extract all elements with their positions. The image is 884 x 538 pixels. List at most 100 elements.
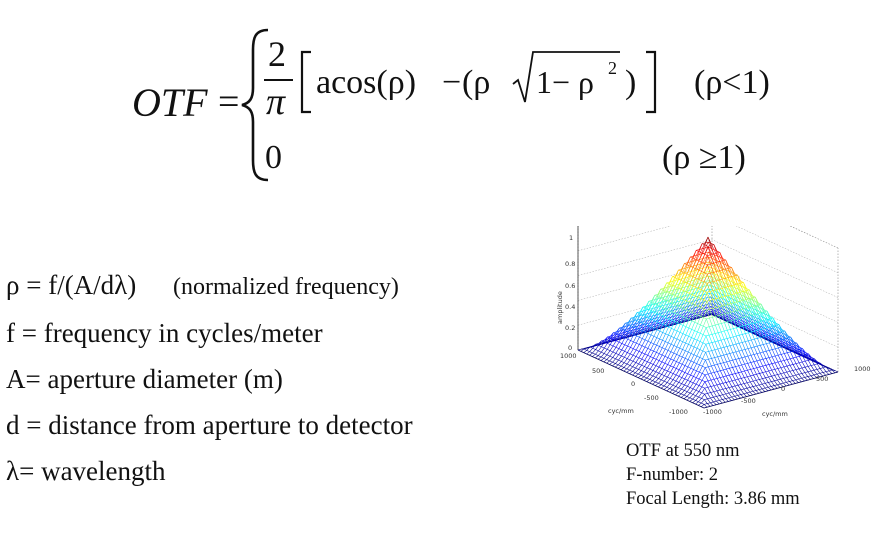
surface-mesh-line [760, 311, 765, 314]
surface-mesh-line [713, 310, 718, 315]
surface-mesh-line [674, 296, 679, 305]
surface-mesh-line [772, 341, 776, 349]
surface-mesh-line [724, 309, 729, 312]
surface-mesh-line [632, 366, 636, 369]
surface-mesh-line [781, 346, 785, 348]
surface-mesh-line [685, 358, 689, 360]
surface-mesh-line [789, 358, 794, 365]
surface-mesh-line [727, 294, 732, 296]
surface-mesh-line [706, 326, 710, 328]
surface-mesh-line [691, 288, 695, 290]
surface-mesh-line [774, 375, 778, 381]
surface-mesh-line [669, 388, 673, 391]
surface-mesh-line [702, 327, 707, 335]
surface-mesh-line [751, 314, 755, 316]
surface-mesh-line [708, 351, 712, 359]
surface-mesh-line [678, 395, 682, 398]
surface-mesh-line [726, 345, 731, 347]
surface-mesh-line [710, 299, 714, 302]
surface-mesh-line [726, 292, 730, 295]
surface-mesh-line [663, 287, 668, 293]
surface-mesh-line [710, 263, 714, 273]
surface-mesh-line [720, 347, 724, 349]
surface-mesh-line [664, 375, 668, 378]
surface-mesh-line [769, 318, 774, 327]
surface-mesh-line [723, 282, 728, 289]
surface-mesh-line [710, 405, 714, 407]
surface-mesh-line [698, 280, 702, 289]
surface-mesh-line [819, 368, 824, 373]
surface-mesh-line [777, 374, 781, 380]
surface-mesh-line [772, 348, 776, 350]
surface-mesh-line [663, 387, 668, 390]
surface-mesh-line [655, 317, 660, 322]
surface-mesh-line [666, 284, 670, 292]
surface-mesh-line [612, 357, 616, 360]
surface-mesh-line [763, 350, 767, 353]
surface-mesh-line [768, 357, 773, 364]
surface-mesh-line [725, 397, 729, 399]
surface-mesh-line [697, 339, 701, 342]
surface-mesh-line [775, 347, 779, 350]
surface-mesh-line [583, 347, 588, 350]
surface-mesh-line [650, 357, 654, 364]
surface-mesh-line [609, 355, 613, 358]
surface-mesh-line [721, 289, 725, 296]
surface-mesh-line [713, 401, 717, 405]
surface-mesh-line [741, 303, 745, 309]
surface-mesh-line [708, 359, 712, 367]
surface-mesh-line [761, 312, 765, 319]
surface-mesh-line [660, 292, 665, 299]
surface-mesh-line [643, 309, 647, 315]
surface-mesh-line [716, 383, 721, 386]
surface-mesh-line [675, 386, 679, 389]
surface-mesh-line [712, 324, 716, 327]
surface-mesh-line [741, 378, 745, 384]
surface-mesh-line [709, 275, 713, 282]
surface-mesh-line [746, 289, 750, 291]
surface-mesh-line [716, 395, 720, 397]
surface-mesh-line [670, 351, 674, 354]
surface-mesh-line [640, 318, 644, 323]
surface-mesh-line [657, 293, 662, 299]
surface-mesh-line [701, 304, 705, 307]
surface-mesh-line [648, 309, 652, 312]
surface-mesh-line [694, 338, 698, 341]
surface-mesh-line [692, 315, 697, 317]
surface-mesh-line [732, 344, 737, 352]
surface-mesh-line [707, 392, 711, 394]
surface-mesh-line [661, 379, 665, 382]
surface-mesh-line [687, 271, 691, 273]
surface-mesh-line [663, 307, 667, 310]
surface-mesh-line [681, 277, 685, 280]
surface-mesh-line [728, 285, 732, 287]
surface-mesh-line [712, 290, 717, 299]
surface-mesh-line [693, 265, 697, 271]
surface-mesh-line [699, 350, 704, 358]
surface-mesh-line [816, 373, 820, 378]
surface-mesh-line [609, 361, 613, 365]
surface-mesh-line [739, 325, 743, 328]
surface-mesh-line [739, 342, 743, 344]
surface-mesh-line [655, 383, 659, 386]
surface-mesh-line [756, 366, 760, 369]
surface-mesh-line [676, 288, 680, 294]
surface-mesh-line [710, 391, 714, 393]
surface-mesh-line [632, 349, 637, 356]
x-tick: -1000 [669, 408, 688, 416]
surface-mesh-line [708, 342, 712, 344]
surface-mesh-line [607, 335, 611, 338]
surface-mesh-line [736, 334, 740, 337]
surface-mesh-line [675, 374, 680, 377]
surface-mesh-line [616, 330, 620, 333]
surface-mesh-line [715, 282, 719, 285]
surface-mesh-line [704, 399, 708, 404]
surface-mesh-line [727, 313, 731, 322]
surface-mesh-line [686, 387, 691, 392]
surface-mesh-line [745, 324, 749, 326]
surface-mesh-line [696, 363, 700, 366]
surface-mesh-line [674, 287, 679, 296]
surface-mesh-line [638, 338, 643, 345]
surface-mesh-line [741, 363, 745, 366]
surface-mesh-line [693, 255, 697, 262]
